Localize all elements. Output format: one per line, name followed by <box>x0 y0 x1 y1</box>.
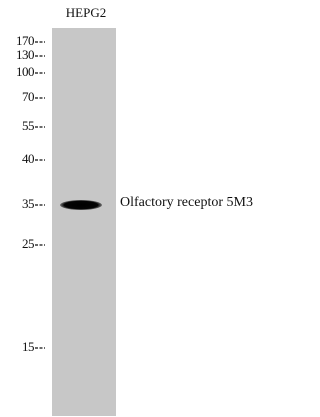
marker-label: 70 <box>22 89 34 104</box>
marker-label: 130 <box>16 47 34 62</box>
lane-label: HEPG2 <box>66 5 106 20</box>
marker-label: 40 <box>22 151 34 166</box>
marker-label: 35 <box>22 196 34 211</box>
marker-label: 55 <box>22 118 34 133</box>
band-label: Olfactory receptor 5M3 <box>120 195 253 210</box>
lane <box>52 28 116 416</box>
marker-label: 25 <box>22 236 34 251</box>
marker-label: 170 <box>16 33 34 48</box>
protein-band <box>60 200 102 210</box>
marker-label: 15 <box>22 339 34 354</box>
marker-label: 100 <box>16 64 34 79</box>
